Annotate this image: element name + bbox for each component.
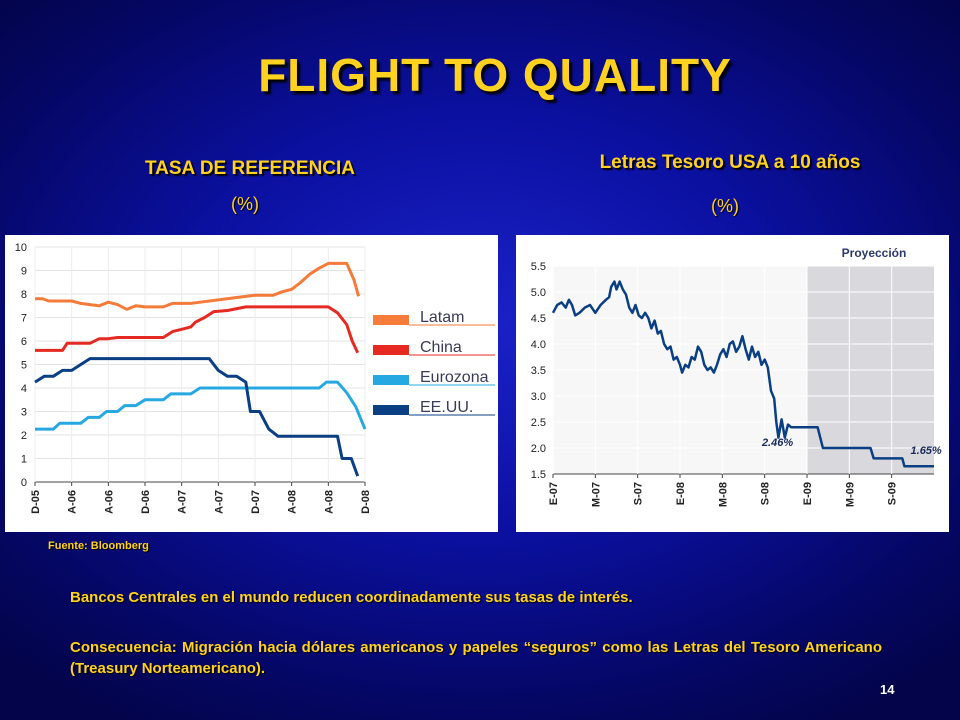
- left-chart-unit: (%): [231, 194, 259, 214]
- page-number: 14: [880, 682, 895, 697]
- projection-label: Proyección: [842, 246, 907, 260]
- left-chart-heading: TASA DE REFERENCIA: [144, 158, 356, 179]
- y-tick-label: 3.0: [531, 391, 546, 403]
- legend-label: China: [420, 339, 462, 356]
- x-tick-label: S-07: [633, 482, 645, 505]
- y-tick-label: 2.5: [531, 417, 546, 429]
- legend-label: Eurozona: [420, 369, 489, 386]
- series-line-china: [35, 305, 360, 354]
- x-tick-label: D-05: [30, 490, 42, 514]
- y-tick-label: 4: [21, 383, 27, 395]
- x-tick-label: A-08: [323, 490, 335, 514]
- y-tick-label: 5.5: [531, 261, 546, 273]
- x-tick-label: A-08: [287, 490, 299, 514]
- x-tick-label: A-07: [213, 490, 225, 514]
- x-tick-label: S-08: [760, 482, 772, 505]
- x-tick-label: A-06: [103, 490, 115, 514]
- value-annotation: 2.46%: [761, 437, 793, 449]
- source-note: Fuente: Bloomberg: [48, 540, 149, 552]
- y-tick-label: 6: [21, 336, 27, 348]
- y-tick-label: 1.5: [531, 469, 546, 481]
- x-tick-label: E-09: [802, 482, 814, 505]
- legend-swatch: [373, 345, 409, 355]
- legend-swatch: [373, 375, 409, 385]
- legend-label: EE.UU.: [420, 399, 473, 416]
- x-tick-label: M-08: [717, 482, 729, 507]
- y-tick-label: 3.5: [531, 365, 546, 377]
- policy-rate-chart: 0 1 2 3 4 5 6 7 8 9 10 D-05 A-06 A-06 D-06 A-07 A-07 D-07…: [5, 235, 498, 532]
- x-tick-label: D-06: [140, 490, 152, 514]
- y-tick-label: 5: [21, 360, 27, 372]
- series-line-eeuu: [34, 357, 360, 477]
- x-tick-label: D-08: [360, 490, 372, 514]
- y-tick-label: 2.0: [531, 443, 546, 455]
- y-tick-label: 4.0: [531, 339, 546, 351]
- paragraph-central-banks: Bancos Centrales en el mundo reducen coo…: [70, 589, 633, 606]
- x-tick-label: A-06: [67, 490, 79, 514]
- policy-rate-chart-svg: 0 1 2 3 4 5 6 7 8 9 10 D-05 A-06 A-06 D-06 A-07 A-07 D-07…: [15, 242, 495, 514]
- value-annotation: 1.65%: [911, 445, 942, 457]
- series-line-latam: [35, 261, 361, 311]
- treasury-yield-chart: Proyección 1.5 2.0 2.5 3.0 3.5 4.0 4.5 5.0 5.5 E-0…: [516, 235, 949, 532]
- y-tick-label: 4.5: [531, 313, 546, 325]
- y-tick-label: 7: [21, 313, 27, 325]
- y-tick-label: 2: [21, 430, 27, 442]
- yield-line: [551, 280, 934, 468]
- y-tick-label: 0: [21, 477, 27, 489]
- series-line-eurozona: [35, 380, 367, 431]
- y-tick-label: 1: [21, 454, 27, 466]
- legend-label: Latam: [420, 309, 464, 326]
- y-tick-label: 10: [15, 242, 27, 254]
- y-tick-label: 8: [21, 289, 27, 301]
- right-chart-unit: (%): [711, 196, 739, 216]
- x-tick-label: D-07: [250, 490, 262, 514]
- x-tick-label: M-09: [844, 482, 856, 507]
- x-tick-label: A-07: [177, 490, 189, 514]
- x-tick-label: E-07: [548, 482, 560, 505]
- paragraph-consequence: Consecuencia: Migración hacia dólares am…: [70, 639, 882, 677]
- treasury-yield-chart-svg: Proyección 1.5 2.0 2.5 3.0 3.5 4.0 4.5 5.0 5.5 E-0…: [531, 246, 942, 507]
- x-tick-label: E-08: [675, 482, 687, 505]
- legend-swatch: [373, 315, 409, 325]
- y-tick-label: 3: [21, 407, 27, 419]
- y-tick-label: 5.0: [531, 287, 546, 299]
- y-tick-label: 9: [21, 266, 27, 278]
- x-tick-label: S-09: [887, 482, 899, 505]
- slide-title: FLIGHT TO QUALITY: [258, 49, 732, 101]
- x-tick-label: M-07: [590, 482, 602, 507]
- right-chart-heading: Letras Tesoro USA a 10 años: [599, 152, 861, 173]
- legend-swatch: [373, 405, 409, 415]
